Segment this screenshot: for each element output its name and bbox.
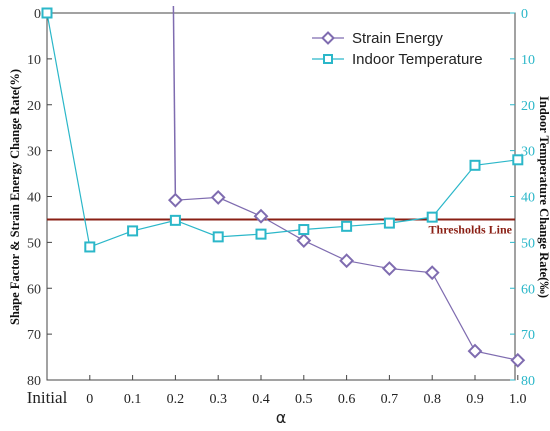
y-right-tick-label: 60 (521, 282, 535, 297)
y-right-tick-label: 20 (521, 99, 535, 114)
data-point-diamond (510, 352, 526, 368)
x-axis-label: α (276, 408, 287, 427)
legend: Strain Energy Indoor Temperature (312, 30, 483, 68)
data-point-square (41, 7, 53, 19)
series-layer (41, 5, 526, 368)
data-point-diamond (339, 253, 355, 269)
data-point-square (255, 228, 267, 240)
x-tick-label: 0.3 (209, 392, 227, 407)
x-tick-label: 0.4 (252, 392, 270, 407)
threshold-label: Thresholds Line (429, 222, 513, 236)
x-tick-label: 0 (86, 392, 93, 407)
x-tick-label: 0.1 (124, 392, 142, 407)
data-point-square (212, 231, 224, 243)
data-point-square (127, 225, 139, 237)
data-point-diamond (381, 261, 397, 276)
data-point-diamond (467, 343, 483, 359)
y-right-tick-label: 80 (521, 374, 535, 389)
y-left-tick-label: 40 (27, 191, 41, 206)
legend-marker-square (323, 54, 333, 64)
x-tick-label: 0.8 (423, 392, 441, 407)
y-left-tick-label: 80 (27, 374, 41, 389)
y-right-tick-label: 30 (521, 145, 535, 160)
y-left-tick-label: 30 (27, 145, 41, 160)
y-right-tick-label: 10 (521, 53, 535, 68)
y-left-tick-label: 0 (34, 7, 41, 22)
data-point-square (426, 211, 438, 223)
data-point-square (383, 217, 395, 229)
x-tick-label: 0.6 (338, 392, 356, 407)
data-point-diamond (296, 233, 312, 248)
y-left-tick-label: 20 (27, 99, 41, 114)
y-left-tick-label: 70 (27, 328, 41, 343)
data-point-square (512, 154, 524, 166)
x-tick-label: 0.9 (466, 392, 484, 407)
y-left-tick-label: 50 (27, 236, 41, 251)
data-point-diamond (210, 190, 226, 205)
x-tick-label: 0.5 (295, 392, 313, 407)
data-point-square (341, 220, 353, 232)
data-point-diamond (167, 192, 183, 208)
y-right-tick-label: 40 (521, 191, 535, 206)
y-right-tick-label: 50 (521, 236, 535, 251)
legend-label: Indoor Temperature (352, 51, 483, 68)
y-left-tick-label: 10 (27, 53, 41, 68)
x-tick-label: 0.7 (381, 392, 399, 407)
data-point-square (469, 159, 481, 171)
y-right-tick-label: 70 (521, 328, 535, 343)
data-point-square (169, 214, 181, 226)
data-point-square (298, 224, 310, 236)
series-connector-line (172, 5, 177, 201)
plot-frame (46, 12, 516, 381)
x-tick-label: 1.0 (509, 392, 527, 407)
data-point-diamond (424, 265, 440, 281)
y-right-tick-label: 0 (521, 7, 528, 22)
data-point-diamond (253, 208, 269, 224)
y-axis-right-label: Indoor Temperature Change Rate(‰) (537, 96, 550, 298)
axes: 0102030405060708001020304050607080Initia… (27, 7, 535, 407)
y-left-tick-label: 60 (27, 282, 41, 297)
legend-label: Strain Energy (352, 30, 443, 47)
legend-marker-diamond (321, 31, 335, 45)
y-axis-left-label: Shape Factor & Strain Energy Change Rate… (8, 69, 22, 325)
x-tick-label: Initial (27, 388, 68, 407)
x-tick-label: 0.2 (167, 392, 185, 407)
series-line-1 (46, 12, 518, 248)
data-point-square (84, 241, 96, 253)
